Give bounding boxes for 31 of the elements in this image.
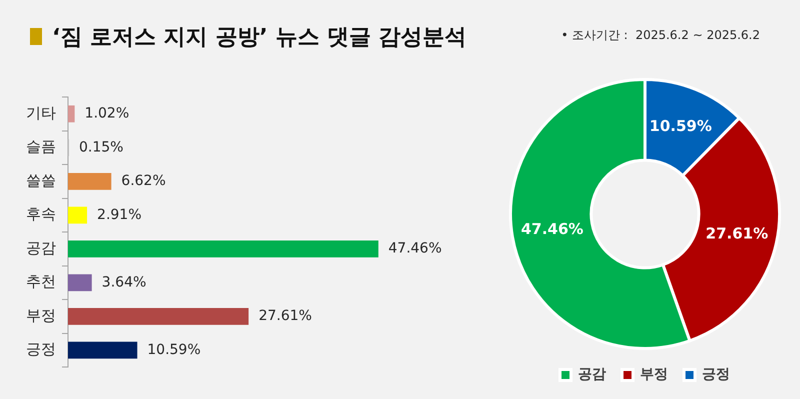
bar xyxy=(68,308,249,325)
data-label: 2.91% xyxy=(97,206,142,223)
legend-label: 부정 xyxy=(640,366,668,383)
bar xyxy=(68,105,75,122)
y-tick-label: 기타 xyxy=(26,104,56,122)
chart-title: ‘짐 로저스 지지 공방’ 뉴스 댓글 감성분석 xyxy=(52,24,467,52)
bar xyxy=(68,172,112,190)
bar xyxy=(68,206,88,224)
y-tick-label: 슬픔 xyxy=(26,138,56,156)
data-label: 47.46% xyxy=(388,240,442,257)
y-tick-label: 긍정 xyxy=(26,340,56,358)
data-label: 6.62% xyxy=(121,173,166,190)
data-label: 27.61% xyxy=(258,308,312,324)
text: • 조사기간 : 2025.6.2 ~ 2025.6.2 xyxy=(561,27,760,44)
data-label: 3.64% xyxy=(102,274,146,290)
y-tick-label: 추천 xyxy=(26,272,56,291)
bar xyxy=(68,240,378,258)
data-label: 27.61% xyxy=(706,224,768,242)
y-tick-label: 후속 xyxy=(26,205,56,224)
y-tick-label: 쓸쓸 xyxy=(26,171,56,190)
data-label: 10.59% xyxy=(649,116,712,135)
bar xyxy=(68,274,92,292)
bar xyxy=(68,342,138,359)
legend-label: 긍정 xyxy=(702,366,730,383)
data-label: 10.59% xyxy=(147,342,201,358)
y-tick-label: 부정 xyxy=(26,306,56,324)
legend-label: 공감 xyxy=(578,366,606,383)
data-label: 0.15% xyxy=(78,139,124,156)
data-label: 1.02% xyxy=(84,106,130,122)
data-label: 47.46% xyxy=(520,220,584,238)
y-tick-label: 공감 xyxy=(26,238,56,257)
